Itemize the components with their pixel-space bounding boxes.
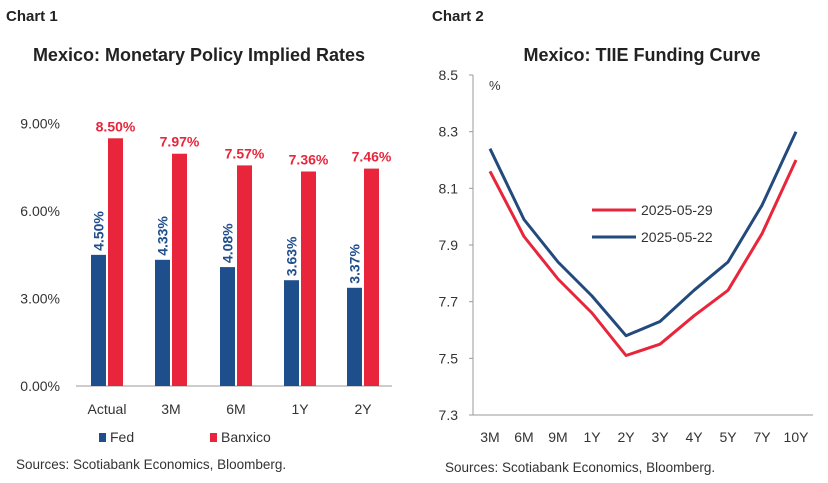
- chart1-x-tick-label: 2Y: [354, 401, 372, 417]
- chart1-y-axis: 0.00% 3.00% 6.00% 9.00%: [20, 116, 60, 394]
- chart1-x-tick-label: 3M: [161, 401, 180, 417]
- label-fed-6m: 4.08%: [220, 223, 236, 263]
- line-series-2025-05-29: [488, 159, 798, 357]
- chart1-y-tick-label: 0.00%: [20, 378, 60, 394]
- chart1-x-tick-label: 6M: [226, 401, 245, 417]
- chart2-y-tick-label: 8.1: [439, 180, 459, 196]
- chart2-line-chart: Mexico: TIIE Funding Curve % 7.37.57.77.…: [439, 45, 813, 475]
- chart2-y-tick-label: 8.3: [439, 124, 459, 140]
- chart1-y-tick-label: 3.00%: [20, 291, 60, 307]
- bar-fed-3m: [155, 259, 170, 386]
- chart1-x-axis: Actual 3M 6M 1Y 2Y: [88, 401, 373, 417]
- chart2-y-axis: 7.3 7.5 7.7 7.9 8.1 8.3 8.5: [439, 67, 473, 423]
- chart2-title: Mexico: TIIE Funding Curve: [523, 45, 760, 65]
- chart2-x-tick-label: 9M: [548, 429, 567, 445]
- chart2-x-tick-label: 2Y: [617, 429, 635, 445]
- chart1-heading: Chart 1: [6, 8, 58, 25]
- bar-banxico-actual: [108, 138, 123, 386]
- bar-fed-2y: [347, 287, 362, 386]
- label-banxico-2y: 7.46%: [352, 149, 392, 165]
- legend-label-2025-05-22: 2025-05-22: [641, 229, 713, 245]
- label-banxico-6m: 7.57%: [225, 145, 265, 161]
- chart2-x-tick-label: 4Y: [685, 429, 703, 445]
- chart2-y-tick-label: 8.5: [439, 67, 459, 83]
- legend-swatch-banxico: [210, 433, 217, 442]
- chart2-y-unit: %: [489, 78, 501, 93]
- legend-label-banxico: Banxico: [221, 429, 271, 445]
- chart1-bar-chart: Mexico: Monetary Policy Implied Rates 0.…: [16, 45, 392, 472]
- chart1-source-note: Sources: Scotiabank Economics, Bloomberg…: [16, 457, 286, 472]
- bar-fed-actual: [91, 254, 106, 386]
- chart2-series-lines: [488, 131, 798, 357]
- line-series-2025-05-22: [488, 131, 798, 338]
- chart1-bars: [91, 138, 379, 386]
- label-fed-actual: 4.50%: [91, 211, 107, 251]
- chart1-y-tick-label: 9.00%: [20, 116, 60, 132]
- chart2-y-tick-label: 7.7: [439, 294, 459, 310]
- label-fed-2y: 3.37%: [347, 244, 363, 284]
- chart1-data-labels: 4.50% 8.50% 4.33% 7.97% 4.08% 7.57% 3.63% 7.36%…: [91, 118, 392, 284]
- label-banxico-1y: 7.36%: [289, 152, 329, 168]
- legend-swatch-fed: [99, 433, 106, 442]
- label-fed-1y: 3.63%: [284, 236, 300, 276]
- bar-banxico-3m: [172, 153, 187, 386]
- bar-banxico-1y: [301, 171, 316, 386]
- label-banxico-actual: 8.50%: [96, 118, 136, 134]
- label-banxico-3m: 7.97%: [160, 134, 200, 150]
- bar-fed-6m: [220, 267, 235, 386]
- chart2-x-tick-label: 3Y: [651, 429, 669, 445]
- chart1-y-tick-label: 6.00%: [20, 203, 60, 219]
- bar-fed-1y: [284, 280, 299, 386]
- chart2-y-tick-label: 7.3: [439, 407, 459, 423]
- chart2-x-tick-label: 7Y: [753, 429, 771, 445]
- chart1-x-tick-label: 1Y: [291, 401, 309, 417]
- chart2-x-tick-label: 3M: [480, 429, 499, 445]
- chart1-x-tick-label: Actual: [88, 401, 127, 417]
- chart2-y-tick-label: 7.5: [439, 350, 459, 366]
- chart2-heading: Chart 2: [432, 8, 484, 25]
- label-fed-3m: 4.33%: [155, 216, 171, 256]
- bar-banxico-6m: [237, 165, 252, 386]
- legend-label-fed: Fed: [110, 429, 134, 445]
- chart2-x-tick-label: 6M: [514, 429, 533, 445]
- legend-label-2025-05-29: 2025-05-29: [641, 202, 713, 218]
- chart1-title: Mexico: Monetary Policy Implied Rates: [33, 45, 365, 65]
- chart2-x-tick-label: 5Y: [719, 429, 737, 445]
- bar-banxico-2y: [364, 168, 379, 386]
- chart2-y-tick-label: 7.9: [439, 237, 459, 253]
- chart2-x-axis: 3M 6M 9M 1Y 2Y 3Y 4Y 5Y 7Y 10Y: [480, 429, 809, 445]
- chart2-source-note: Sources: Scotiabank Economics, Bloomberg…: [445, 460, 715, 475]
- chart2-x-tick-label: 10Y: [784, 429, 810, 445]
- chart2-x-tick-label: 1Y: [583, 429, 601, 445]
